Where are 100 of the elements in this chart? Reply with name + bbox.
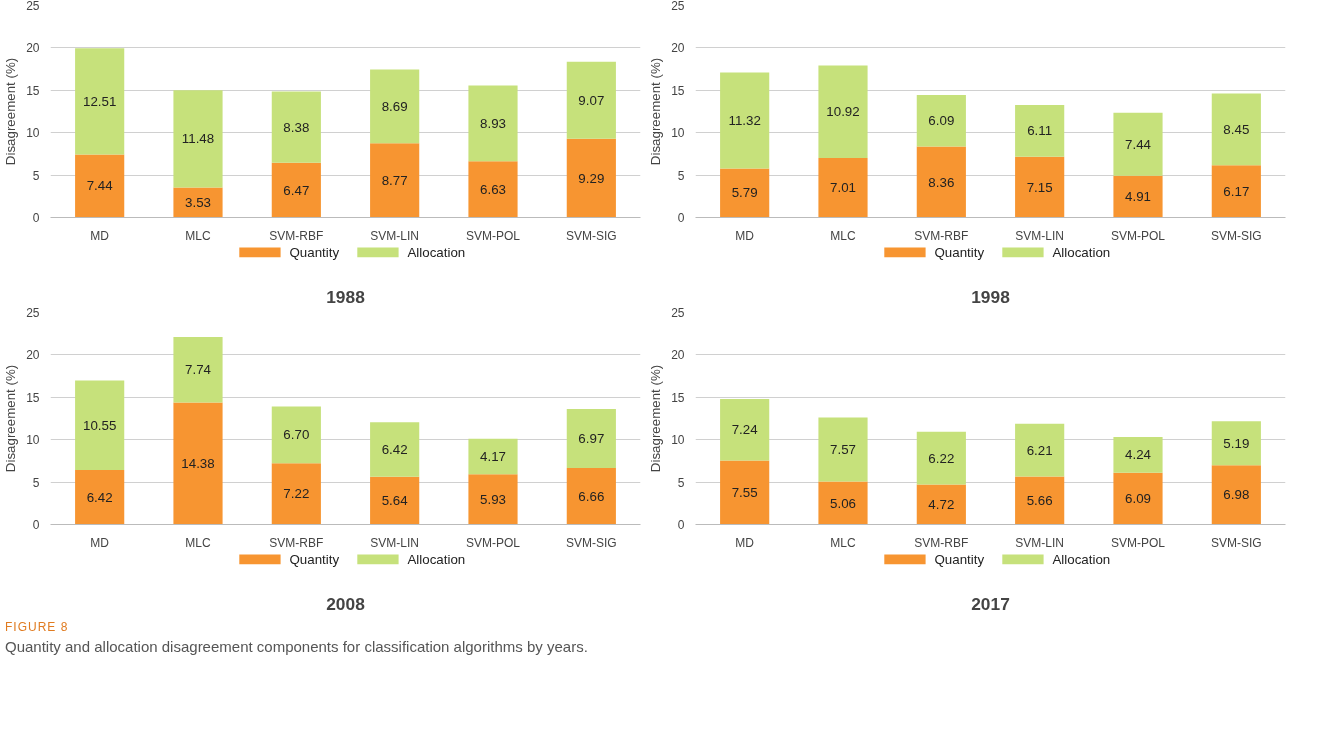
bar	[566, 468, 616, 525]
bar	[75, 154, 125, 218]
x-tick-label: SVM-SIG	[1211, 228, 1262, 243]
legend-label: Quantity	[289, 244, 340, 260]
data-label: 8.36	[928, 174, 955, 190]
y-tick-label: 25	[671, 306, 685, 320]
bar	[916, 484, 966, 525]
bar	[271, 162, 321, 218]
data-label: 7.44	[1125, 136, 1152, 152]
x-tick-label: MLC	[185, 228, 211, 243]
y-tick-label: 20	[671, 41, 685, 56]
x-tick-label: MD	[90, 535, 110, 550]
data-label: 8.77	[381, 172, 408, 188]
data-label: 5.93	[480, 491, 506, 507]
data-label: 5.64	[381, 493, 409, 509]
x-tick-label: SVM-RBF	[269, 535, 324, 550]
bar	[370, 143, 420, 218]
data-label: 8.93	[480, 115, 506, 131]
x-tick-label: SVM-POL	[465, 535, 521, 550]
y-tick-label: 20	[26, 348, 40, 363]
data-label: 4.17	[480, 449, 506, 465]
bar	[818, 65, 868, 159]
data-label: 14.38	[181, 456, 215, 472]
data-label: 11.48	[181, 131, 215, 147]
bar	[1211, 465, 1261, 525]
text: 1988	[326, 286, 366, 307]
data-label: 5.19	[1223, 435, 1250, 451]
data-label: 4.91	[1125, 189, 1151, 205]
bar	[1015, 156, 1065, 218]
y-tick-label: 0	[677, 518, 685, 532]
bar	[720, 168, 770, 218]
bar	[271, 406, 321, 464]
x-tick-label: MD	[90, 228, 110, 243]
y-tick-label: 15	[26, 83, 40, 98]
data-label: 6.11	[1027, 123, 1053, 139]
y-tick-label: 25	[26, 306, 40, 320]
x-tick-label: SVM-RBF	[914, 228, 969, 243]
bar	[818, 158, 868, 218]
bar	[1211, 93, 1261, 166]
data-label: 9.07	[578, 92, 605, 108]
bar	[916, 94, 966, 147]
x-tick-label: MD	[735, 535, 755, 550]
caption: FIGURE 8	[5, 619, 70, 636]
bar	[566, 61, 616, 139]
text: 2008	[326, 593, 366, 614]
bar	[720, 399, 770, 461]
bar	[271, 463, 321, 525]
legend-label: Allocation	[1052, 244, 1111, 260]
data-label: 6.70	[283, 427, 310, 443]
y-tick-label: 15	[671, 390, 685, 405]
data-label: 6.98	[1223, 487, 1250, 503]
bar	[468, 474, 518, 525]
bar	[468, 161, 518, 218]
y-tick-label: 15	[671, 83, 685, 98]
y-tick-label: 20	[671, 348, 685, 363]
y-tick-label: 15	[26, 390, 40, 405]
data-label: 6.21	[1026, 442, 1053, 458]
y-tick-label: 0	[32, 518, 40, 532]
bar	[916, 431, 966, 485]
bar	[75, 380, 125, 471]
text: Quantity and allocation disagreement components for classification algorithms by years.	[5, 637, 588, 658]
y-tick-label: 10	[26, 126, 40, 141]
bar	[370, 422, 420, 477]
y-tick-label: 5	[677, 475, 685, 490]
legend-label: Allocation	[1052, 551, 1111, 567]
bar	[1113, 472, 1163, 525]
bar	[271, 91, 321, 163]
bar	[370, 69, 420, 144]
x-tick-label: SVM-POL	[1110, 535, 1166, 550]
data-label: 7.57	[830, 441, 856, 457]
bar	[818, 417, 868, 482]
x-tick-label: SVM-POL	[1110, 228, 1166, 243]
y-axis-title: Disagreement (%)	[3, 57, 19, 166]
data-label: 4.24	[1125, 447, 1152, 463]
data-label: 6.09	[1125, 491, 1151, 507]
data-label: 10.55	[82, 417, 117, 433]
y-tick-label: 5	[32, 168, 40, 183]
bar	[818, 481, 868, 525]
data-label: 6.42	[381, 441, 408, 457]
x-tick-label: SVM-RBF	[269, 228, 324, 243]
y-tick-label: 10	[671, 126, 685, 141]
x-tick-label: MLC	[830, 228, 856, 243]
legend-label: Allocation	[407, 551, 466, 567]
data-label: 6.42	[86, 489, 113, 505]
x-tick-label: SVM-SIG	[566, 535, 617, 550]
legend-label: Quantity	[934, 244, 985, 260]
x-tick-label: MLC	[830, 535, 856, 550]
y-tick-label: 5	[677, 168, 685, 183]
data-label: 7.24	[731, 422, 759, 438]
bar	[1015, 476, 1065, 525]
bar	[1015, 423, 1065, 477]
bar	[1211, 165, 1261, 218]
y-axis-title: Disagreement (%)	[3, 364, 19, 473]
data-label: 7.15	[1026, 179, 1053, 195]
bar	[370, 476, 420, 525]
y-axis-title: Disagreement (%)	[648, 364, 664, 473]
bar	[916, 146, 966, 218]
bar	[173, 90, 223, 188]
data-label: 7.55	[731, 484, 758, 500]
bar	[1015, 105, 1065, 157]
